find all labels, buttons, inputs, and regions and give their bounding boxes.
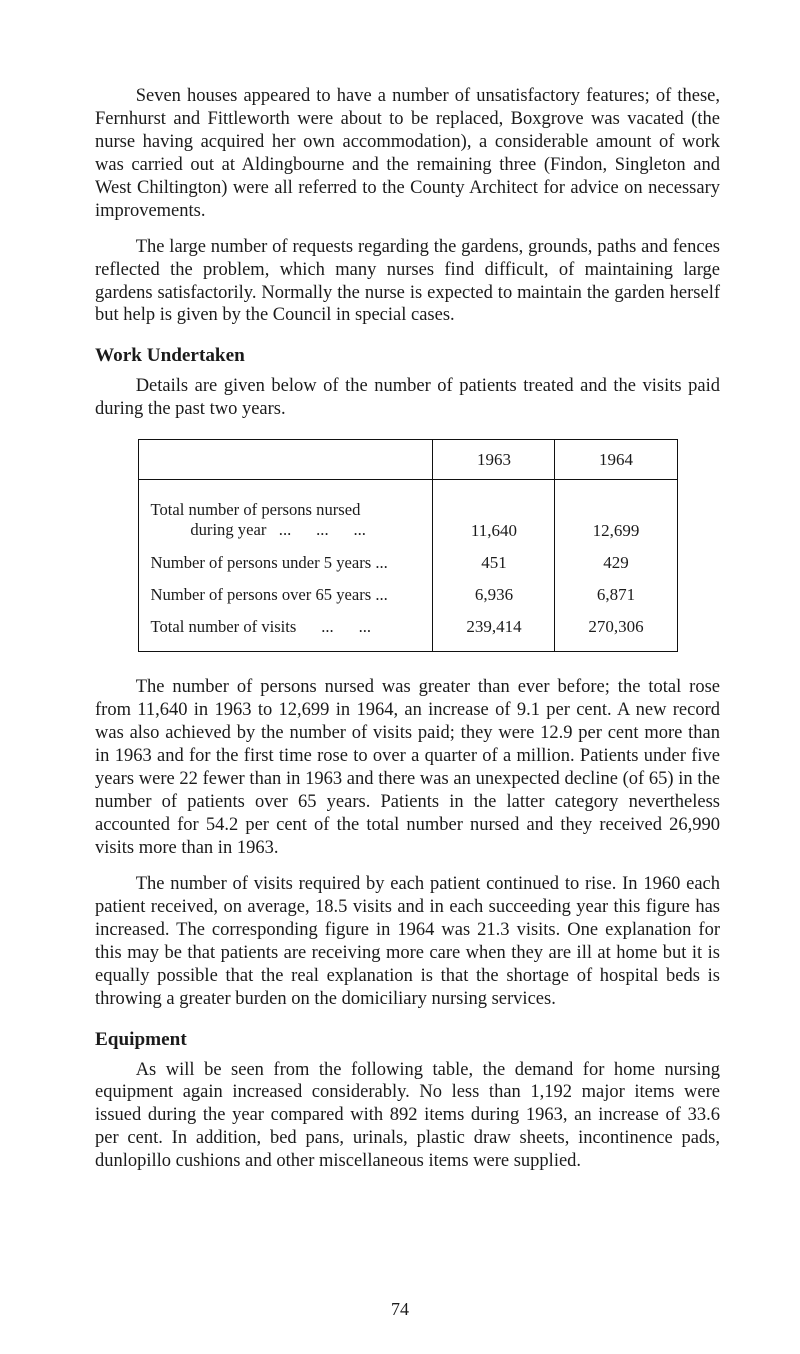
stats-table-wrapper: 1963 1964 Total number of persons nursed… xyxy=(138,439,678,652)
heading-equipment: Equipment xyxy=(95,1029,720,1051)
table-cell-value: 12,699 xyxy=(555,480,677,547)
table-row: Number of persons over 65 years 6,936 6,… xyxy=(138,579,677,611)
table-row: Total number of persons nursed during ye… xyxy=(138,480,677,547)
table-cell-value: 451 xyxy=(433,547,555,579)
table-row: Number of persons under 5 years 451 429 xyxy=(138,547,677,579)
table-cell-label: Number of persons under 5 years xyxy=(138,547,433,579)
paragraph-2: The large number of requests regarding t… xyxy=(95,236,720,328)
table-cell-label: Number of persons over 65 years xyxy=(138,579,433,611)
table-header-1964: 1964 xyxy=(555,440,677,480)
table-cell-label: Total number of visits xyxy=(138,611,433,652)
table-cell-value: 429 xyxy=(555,547,677,579)
paragraph-4: The number of persons nursed was greater… xyxy=(95,676,720,860)
table-cell-value: 11,640 xyxy=(433,480,555,547)
paragraph-1: Seven houses appeared to have a number o… xyxy=(95,85,720,223)
table-cell-value: 239,414 xyxy=(433,611,555,652)
page-number: 74 xyxy=(0,1299,800,1320)
paragraph-5: The number of visits required by each pa… xyxy=(95,873,720,1011)
paragraph-6: As will be seen from the following table… xyxy=(95,1059,720,1174)
paragraph-3: Details are given below of the number of… xyxy=(95,375,720,421)
table-header-blank xyxy=(138,440,433,480)
document-page: Seven houses appeared to have a number o… xyxy=(0,0,800,1354)
table-cell-label: Total number of persons nursed during ye… xyxy=(138,480,433,547)
stats-table: 1963 1964 Total number of persons nursed… xyxy=(138,439,678,652)
table-cell-value: 6,936 xyxy=(433,579,555,611)
table-cell-value: 270,306 xyxy=(555,611,677,652)
table-cell-value: 6,871 xyxy=(555,579,677,611)
heading-work-undertaken: Work Undertaken xyxy=(95,345,720,367)
table-header-row: 1963 1964 xyxy=(138,440,677,480)
table-header-1963: 1963 xyxy=(433,440,555,480)
table-row0-label1: Total number of persons nursed xyxy=(151,500,427,520)
table-row: Total number of visits 239,414 270,306 xyxy=(138,611,677,652)
table-row0-label2: during year xyxy=(151,520,427,540)
